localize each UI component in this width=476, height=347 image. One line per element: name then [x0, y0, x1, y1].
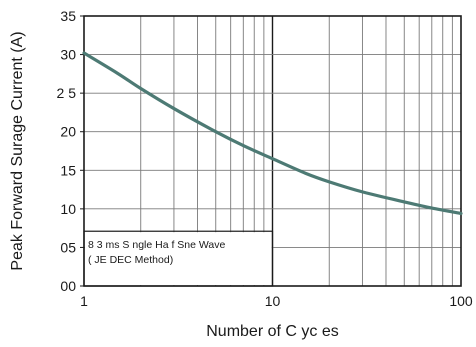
annotation-line-1: 8 3 ms S ngle Ha f Sne Wave: [88, 239, 226, 251]
y-tick-label: 10: [60, 201, 76, 217]
y-tick-label: 35: [60, 8, 76, 24]
y-tick-label: 2 5: [57, 85, 77, 101]
annotation-frame: [83, 230, 274, 287]
annotation-box: 8 3 ms S ngle Ha f Sne Wave ( JE DEC Met…: [83, 230, 274, 287]
y-tick-label: 20: [60, 124, 76, 140]
x-tick-labels: 1 10 100: [80, 293, 473, 309]
y-tick-label: 15: [60, 162, 76, 178]
y-tick-labels: 00 05 10 15 20 2 5 30 35: [57, 8, 77, 294]
y-axis-title: Peak Forward Surage Current (A): [9, 31, 26, 270]
y-tick-label: 05: [60, 239, 76, 255]
x-tick-label: 100: [449, 293, 473, 309]
series-line: [82, 51, 463, 216]
x-tick-label: 1: [80, 293, 88, 309]
series-layer: [82, 51, 463, 216]
annotation-background: [85, 232, 272, 285]
x-axis-title: Number of C yc es: [206, 323, 338, 340]
y-tick-label: 30: [60, 47, 76, 63]
x-tick-label: 10: [265, 293, 281, 309]
annotation-line-2: ( JE DEC Method): [88, 254, 173, 266]
y-tick-label: 00: [60, 278, 76, 294]
